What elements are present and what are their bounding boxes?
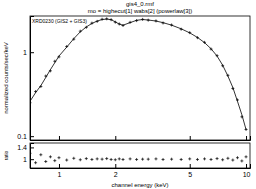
y-tick: 0.1: [17, 133, 34, 140]
x-tick: 1: [58, 164, 62, 178]
x-tick-mark: [115, 136, 116, 140]
y-tick: 1: [23, 49, 34, 56]
plot-frame: [30, 16, 250, 140]
x-tick-label: 2: [114, 171, 118, 178]
data-point: [96, 157, 99, 160]
data-point: [135, 158, 138, 161]
data-point: [216, 157, 219, 160]
x-tick: [115, 136, 116, 140]
data-point: [49, 155, 52, 158]
data-point: [90, 158, 93, 161]
data-point: [118, 157, 121, 160]
y-axis-line: [31, 17, 35, 141]
chart: 0.11gis4_0.rmfmo = highecut[1] wabs[2] (…: [0, 0, 256, 189]
y-tick-label: 1.4: [17, 144, 27, 151]
x-tick-mark: [246, 164, 247, 168]
data-point: [154, 157, 157, 160]
plot-frame: [30, 143, 250, 168]
data-point: [79, 158, 82, 161]
x-tick: 10: [243, 164, 251, 178]
data-point: [147, 158, 150, 161]
x-tick-mark: [190, 164, 191, 168]
data-point: [114, 158, 117, 161]
model-line: [30, 19, 246, 129]
data-point: [122, 158, 125, 161]
x-tick-label: 1: [58, 171, 62, 178]
data-point: [53, 159, 56, 162]
y-tick: 1.4: [17, 144, 34, 151]
data-point: [170, 158, 173, 161]
data-point: [203, 157, 206, 160]
data-point: [30, 101, 32, 104]
data-point: [236, 156, 239, 159]
y-tick-label: 0.1: [17, 133, 27, 140]
data-point: [57, 156, 60, 159]
y-tick: 1: [23, 156, 34, 163]
y-axis-title: ratio: [3, 150, 9, 160]
title: gis4_0.rmf: [126, 1, 154, 7]
y-axis: 11.4: [17, 144, 34, 169]
data-point: [65, 159, 68, 162]
plot-area: [30, 17, 248, 131]
y-axis-line: [31, 144, 35, 169]
x-tick-mark: [59, 136, 60, 140]
y-axis-title: normalized counts/sec/keV: [3, 42, 9, 114]
annotation: XRD0230 (GIS2 + GIS3): [32, 18, 87, 24]
data-point: [34, 161, 37, 164]
y-tick-mark: [30, 159, 34, 160]
x-tick-mark: [59, 164, 60, 168]
y-tick-mark: [30, 147, 34, 148]
data-point: [141, 158, 144, 161]
data-point: [226, 157, 229, 160]
data-point: [101, 158, 104, 161]
data-point: [39, 153, 42, 156]
data-point: [188, 157, 191, 160]
y-axis: 0.11: [17, 17, 34, 141]
data-point: [129, 157, 132, 160]
data-point: [110, 158, 113, 161]
x-tick-label: 10: [243, 171, 251, 178]
data-point: [85, 157, 88, 160]
subtitle: mo = highecut[1] wabs[2] (powerlaw[3]): [88, 8, 193, 14]
x-tick: [190, 136, 191, 140]
y-tick-label: 1: [23, 49, 27, 56]
data-point: [245, 155, 248, 158]
data-point: [231, 159, 234, 162]
y-tick-mark: [30, 136, 34, 137]
x-axis-title: channel energy (keV): [111, 182, 168, 188]
data-point: [30, 152, 32, 155]
x-axis: [31, 136, 251, 141]
x-axis: 1 2 5 10: [31, 164, 251, 178]
data-point: [210, 158, 213, 161]
data-point: [196, 158, 199, 161]
x-tick-label: 5: [188, 171, 192, 178]
x-tick: 5: [188, 164, 192, 178]
y-tick-label: 1: [23, 156, 27, 163]
x-tick: [59, 136, 60, 140]
x-tick: [246, 136, 247, 140]
data-point: [240, 159, 243, 162]
y-tick-mark: [30, 52, 34, 53]
x-axis-line: [31, 164, 251, 169]
x-tick-mark: [190, 136, 191, 140]
data-point: [162, 158, 165, 161]
data-point: [44, 160, 47, 163]
x-axis-line: [31, 136, 251, 141]
data-point: [105, 157, 108, 160]
x-tick: 2: [114, 164, 118, 178]
data-point: [72, 157, 75, 160]
x-tick-mark: [115, 164, 116, 168]
x-tick-mark: [246, 136, 247, 140]
plot-area: [30, 152, 248, 164]
data-point: [180, 158, 183, 161]
data-point: [221, 158, 224, 161]
